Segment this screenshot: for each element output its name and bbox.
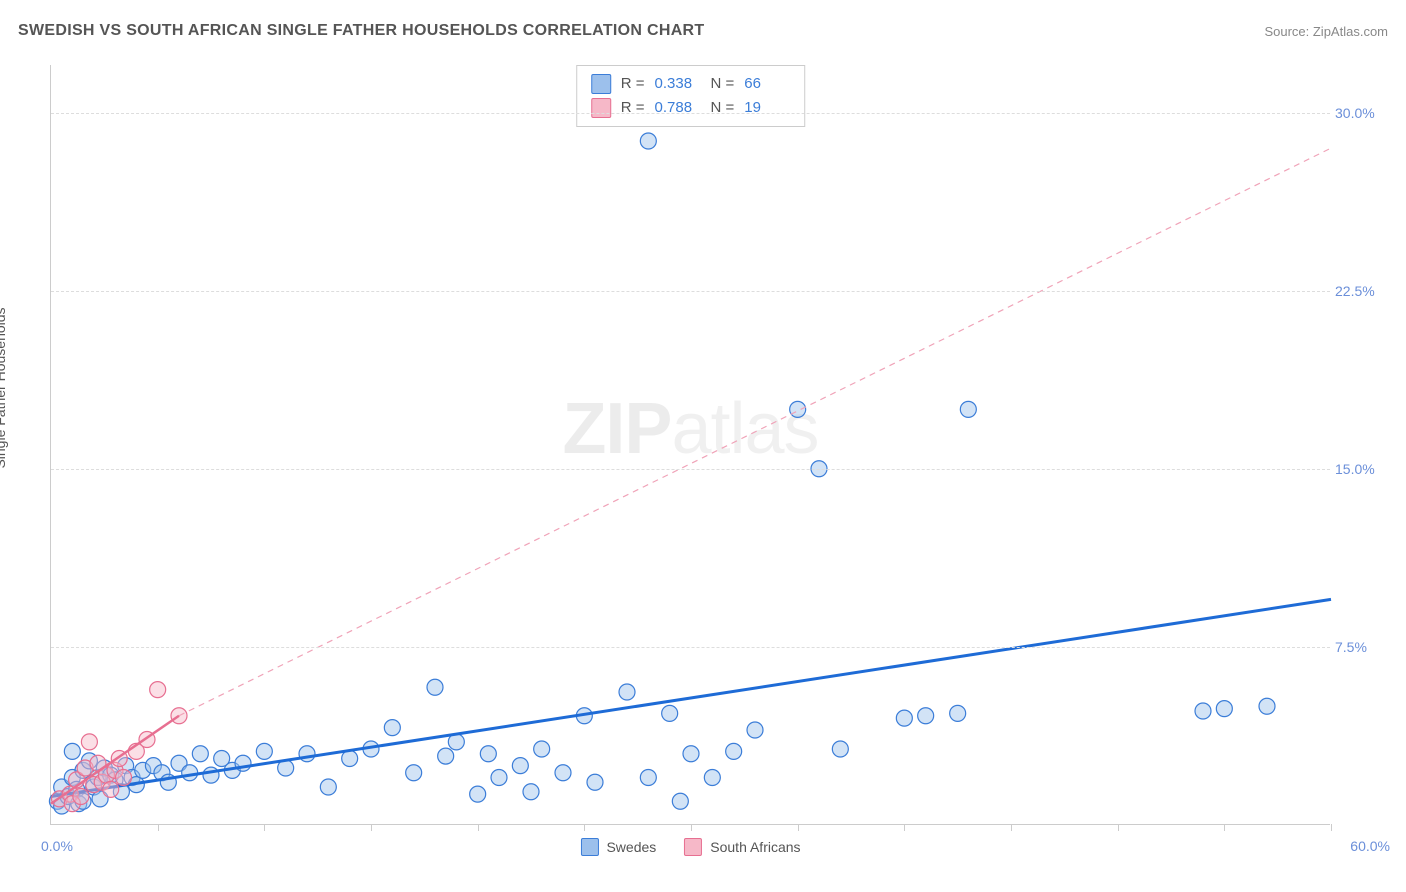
legend-label: Swedes (606, 839, 656, 855)
gridline (51, 469, 1330, 470)
legend-swatch (684, 838, 702, 856)
x-tick (798, 824, 799, 831)
x-origin-label: 0.0% (41, 838, 73, 854)
x-tick (584, 824, 585, 831)
legend: Swedes South Africans (580, 838, 800, 856)
y-tick-label: 7.5% (1335, 639, 1390, 655)
n-label: N = (711, 96, 735, 120)
chart-plot-area: ZIPatlas R =0.338N =66R =0.788N =19 0.0%… (50, 65, 1330, 825)
stats-swatch (591, 98, 611, 118)
x-tick (1011, 824, 1012, 831)
r-value: 0.338 (655, 72, 701, 96)
y-tick-label: 22.5% (1335, 283, 1390, 299)
x-tick (1331, 824, 1332, 831)
legend-item: Swedes (580, 838, 656, 856)
n-value: 66 (744, 72, 790, 96)
y-axis-label: Single Father Households (0, 307, 8, 468)
x-tick (1118, 824, 1119, 831)
y-tick-label: 15.0% (1335, 461, 1390, 477)
stats-row: R = 0.338 N = 66 (591, 72, 791, 96)
n-value: 19 (744, 96, 790, 120)
gridline (51, 647, 1330, 648)
x-tick (1224, 824, 1225, 831)
legend-swatch (580, 838, 598, 856)
x-tick (691, 824, 692, 831)
r-value: 0.788 (655, 96, 701, 120)
correlation-stats-box: R = 0.338 N = 66 R = 0.788 N = 19 (576, 65, 806, 127)
x-tick (478, 824, 479, 831)
scatter-svg (51, 65, 1331, 825)
x-tick (904, 824, 905, 831)
x-tick (158, 824, 159, 831)
legend-item: South Africans (684, 838, 800, 856)
y-tick-label: 30.0% (1335, 105, 1390, 121)
r-label: R = (621, 72, 645, 96)
chart-title: SWEDISH VS SOUTH AFRICAN SINGLE FATHER H… (18, 22, 704, 40)
stats-swatch (591, 74, 611, 94)
x-max-label: 60.0% (1350, 838, 1390, 854)
n-label: N = (711, 72, 735, 96)
x-tick (264, 824, 265, 831)
x-tick (371, 824, 372, 831)
r-label: R = (621, 96, 645, 120)
gridline (51, 113, 1330, 114)
stats-row: R = 0.788 N = 19 (591, 96, 791, 120)
legend-label: South Africans (710, 839, 800, 855)
gridline (51, 291, 1330, 292)
source-attribution: Source: ZipAtlas.com (1264, 24, 1388, 39)
